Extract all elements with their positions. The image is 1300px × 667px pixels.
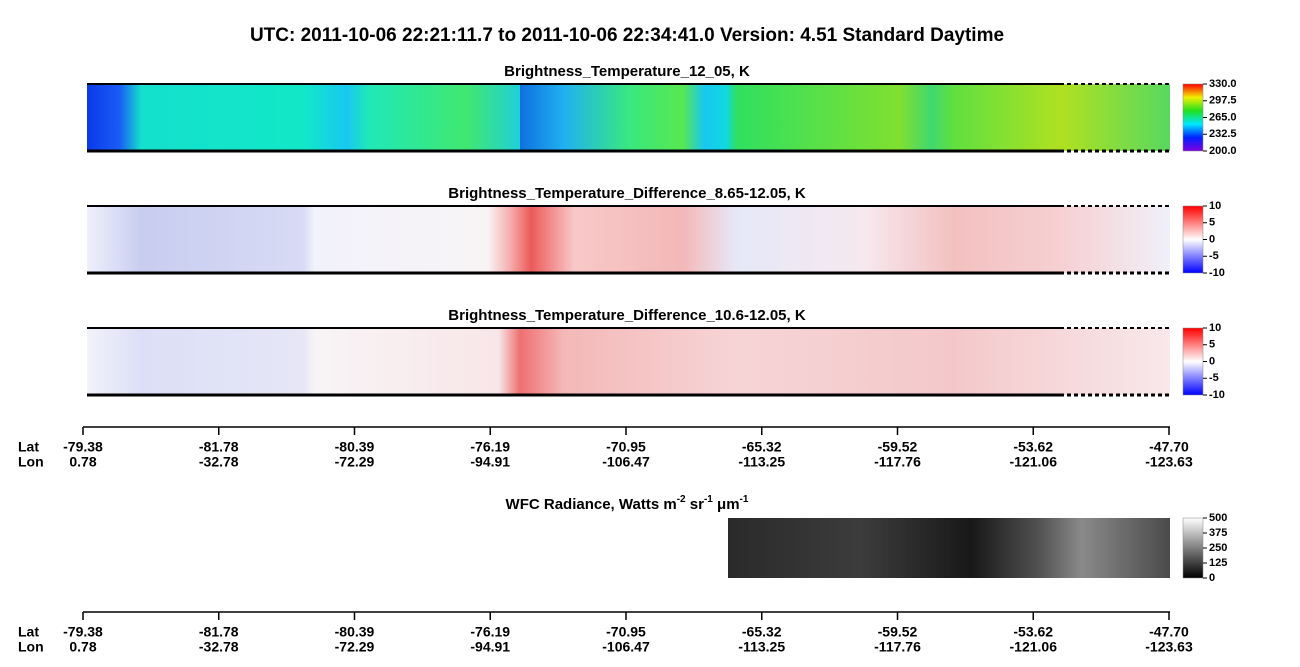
lat-label: -70.95 [606, 439, 646, 455]
panel-title: Brightness_Temperature_12_05, K [504, 63, 750, 80]
colorbar [1182, 327, 1204, 396]
colorbar-tick-label: 0 [1209, 233, 1215, 245]
title-part: μm [713, 496, 740, 513]
title-part: sr [686, 496, 705, 513]
colorbar-tick-label: -5 [1209, 250, 1219, 262]
lon-label: -106.47 [602, 639, 650, 655]
colorbar [1182, 83, 1204, 152]
image [87, 84, 1170, 151]
lon-label: -32.78 [199, 454, 239, 470]
title-part: WFC Radiance, Watts m [506, 496, 677, 513]
lon-label: 0.78 [69, 454, 96, 470]
colorbar-tick-label: 232.5 [1209, 128, 1237, 140]
panel-title: WFC Radiance, Watts m-2 sr-1 μm-1 [506, 494, 749, 513]
colorbar-tick-label: 125 [1209, 557, 1227, 569]
lon-label: -121.06 [1010, 454, 1058, 470]
colorbar-tick-label: 375 [1209, 527, 1227, 539]
lat-label: -65.32 [742, 624, 782, 640]
panel-title: Brightness_Temperature_Difference_10.6-1… [448, 307, 806, 324]
lat-label: -59.52 [878, 439, 918, 455]
lat-label: -47.70 [1149, 439, 1189, 455]
panel-title: Brightness_Temperature_Difference_8.65-1… [448, 185, 806, 202]
lon-label: -117.76 [874, 639, 921, 655]
lat-label: -53.62 [1013, 439, 1053, 455]
lat-label: -81.78 [199, 439, 239, 455]
lon-label: -94.91 [470, 454, 510, 470]
lat-label: -79.38 [63, 624, 103, 640]
colorbar-tick-label: 0 [1209, 355, 1215, 367]
colorbar-tick-label: 0 [1209, 572, 1215, 584]
colorbar-tick-label: 200.0 [1209, 145, 1237, 157]
colorbar-tick-label: 250 [1209, 542, 1227, 554]
colorbar-tick-label: 10 [1209, 322, 1221, 334]
axis-row-label: Lat [18, 439, 39, 455]
lat-label: -65.32 [742, 439, 782, 455]
lon-label: -123.63 [1145, 639, 1193, 655]
colorbar-tick-label: 5 [1209, 217, 1215, 229]
colorbar [1182, 517, 1204, 579]
colorbar [1182, 205, 1204, 274]
lat-label: -80.39 [335, 624, 375, 640]
lat-label: -59.52 [878, 624, 918, 640]
figure-title: UTC: 2011-10-06 22:21:11.7 to 2011-10-06… [250, 25, 1004, 46]
colorbar-tick-label: 265.0 [1209, 111, 1237, 123]
lat-label: -76.19 [470, 624, 510, 640]
lon-label: -123.63 [1145, 454, 1193, 470]
lon-label: -32.78 [199, 639, 239, 655]
lat-label: -81.78 [199, 624, 239, 640]
lat-label: -70.95 [606, 624, 646, 640]
lon-label: -113.25 [738, 639, 785, 655]
colorbar-tick-label: 330.0 [1209, 78, 1237, 90]
lat-label: -76.19 [470, 439, 510, 455]
lat-label: -79.38 [63, 439, 103, 455]
axis-row-label: Lon [18, 454, 44, 470]
colorbar-tick-label: -10 [1209, 267, 1225, 279]
superscript: -1 [704, 494, 713, 505]
colorbar-tick-label: -5 [1209, 372, 1219, 384]
colorbar-tick-label: 297.5 [1209, 95, 1237, 107]
superscript: -1 [740, 494, 749, 505]
image [87, 206, 1170, 273]
lat-label: -47.70 [1149, 624, 1189, 640]
image [728, 518, 1170, 578]
lon-label: -106.47 [602, 454, 650, 470]
lon-label: -94.91 [470, 639, 510, 655]
colorbar-tick-label: 500 [1209, 512, 1227, 524]
lat-label: -80.39 [335, 439, 375, 455]
lat-label: -53.62 [1013, 624, 1053, 640]
lon-label: 0.78 [69, 639, 96, 655]
colorbar-tick-label: 10 [1209, 200, 1221, 212]
lon-label: -72.29 [335, 639, 375, 655]
lon-label: -113.25 [738, 454, 785, 470]
colorbar-tick-label: 5 [1209, 339, 1215, 351]
axis-row-label: Lat [18, 624, 39, 640]
lon-label: -121.06 [1010, 639, 1058, 655]
axis-row-label: Lon [18, 639, 44, 655]
superscript: -2 [677, 494, 686, 505]
image [87, 328, 1170, 395]
lon-label: -72.29 [335, 454, 375, 470]
lon-label: -117.76 [874, 454, 921, 470]
colorbar-tick-label: -10 [1209, 389, 1225, 401]
